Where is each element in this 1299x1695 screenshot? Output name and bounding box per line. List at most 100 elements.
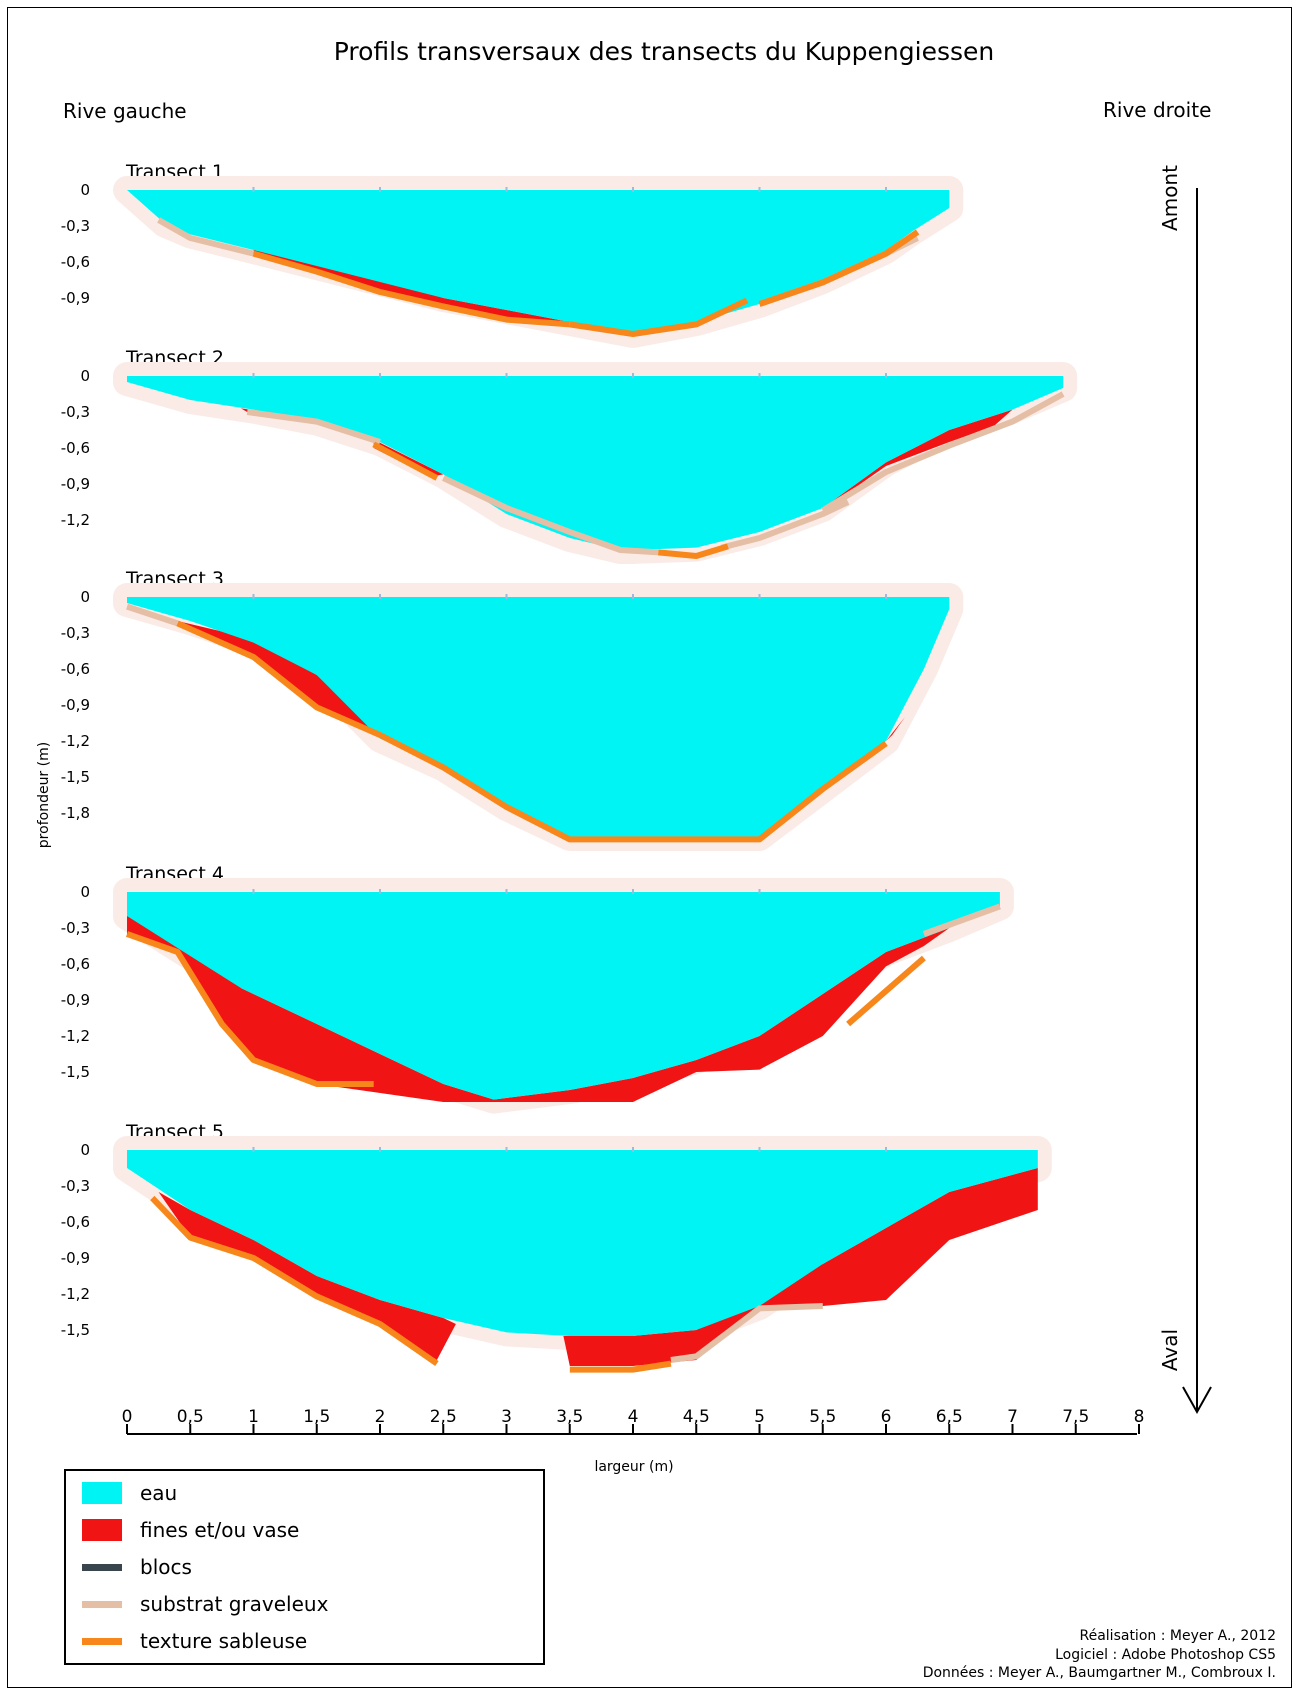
y-tick-label: 0	[80, 588, 90, 606]
legend-label-blocs: blocs	[140, 1555, 192, 1579]
sand-texture-line	[658, 543, 729, 559]
y-tick-label: -0,3	[61, 624, 90, 642]
x-axis: 0 0,5 1 1,5 2 2,5 3 3,5 4 4,5 5 5,5 6 6,5 7 7,5 8 largeu…	[122, 1407, 1145, 1475]
x-tick-label: 3,5	[556, 1407, 583, 1427]
legend-swatch-sand	[82, 1638, 122, 1645]
gravel-substrate-line	[922, 903, 1001, 937]
x-axis-ticks: 0 0,5 1 1,5 2 2,5 3 3,5 4 4,5 5 5,5 6 6,5 7 7,5 8	[122, 1407, 1145, 1434]
gravel-substrate-line	[126, 603, 179, 627]
sand-texture-line	[125, 931, 374, 1087]
y-axis-label: profondeur (m)	[36, 742, 52, 848]
legend-label-gravel: substrat graveleux	[140, 1592, 329, 1616]
y-tick-label: -1,2	[61, 1027, 90, 1045]
y-tick-label: -0,6	[61, 955, 90, 973]
x-axis-label: largeur (m)	[594, 1459, 673, 1475]
x-tick-label: 6	[881, 1407, 892, 1427]
transect-3: Transect 30-0,3-0,6-0,9-1,2-1,5-1,8	[61, 568, 964, 851]
legend-swatch-eau	[82, 1482, 122, 1504]
x-tick-label: 1,5	[303, 1407, 330, 1427]
sand-texture-line	[372, 441, 439, 481]
credit-software: Logiciel : Adobe Photoshop CS5	[1055, 1647, 1276, 1663]
x-tick-label: 5,5	[809, 1407, 836, 1427]
transect-2: Transect 20-0,3-0,6-0,9-1,2	[61, 347, 1078, 564]
fines-deposit	[563, 1168, 1038, 1366]
legend-box	[64, 1469, 545, 1665]
y-tick-label: -1,5	[61, 1063, 90, 1081]
y-tick-label: 0	[80, 883, 90, 901]
legend-label-sand: texture sableuse	[140, 1629, 307, 1653]
y-tick-label: -1,5	[61, 1321, 90, 1339]
y-tick-label: -0,3	[61, 403, 90, 421]
x-tick-label: 0,5	[177, 1407, 204, 1427]
y-tick-label: 0	[80, 367, 90, 385]
water-area	[127, 190, 950, 334]
y-tick-label: -0,9	[61, 289, 90, 307]
transect-5: Transect 50-0,3-0,6-0,9-1,2-1,5	[61, 1121, 1052, 1373]
sand-texture-line	[569, 297, 749, 337]
x-tick-label: 0	[122, 1407, 133, 1427]
sand-texture-line	[176, 620, 888, 843]
gravel-substrate-line	[246, 409, 381, 445]
x-tick-label: 7	[1007, 1407, 1018, 1427]
sand-texture-line	[569, 1360, 672, 1373]
legend-swatch-fines	[82, 1519, 122, 1541]
gravel-substrate-line	[670, 1303, 823, 1363]
x-tick-label: 2,5	[430, 1407, 457, 1427]
legend: eau fines et/ou vase blocs substrat gravele…	[64, 1469, 545, 1665]
right-bank-label: Rive droite	[1103, 98, 1211, 122]
legend-label-fines: fines et/ou vase	[140, 1518, 299, 1542]
credit-author: Réalisation : Meyer A., 2012	[1080, 1628, 1277, 1644]
y-tick-label: -0,9	[61, 696, 90, 714]
gravel-substrate-line	[157, 217, 255, 257]
y-tick-label: -0,9	[61, 991, 90, 1009]
y-tick-label: 0	[80, 1141, 90, 1159]
map-frame	[7, 7, 1292, 1688]
x-tick-label: 7,5	[1062, 1407, 1089, 1427]
flow-arrow-head	[1182, 1386, 1212, 1415]
y-tick-label: -0,3	[61, 1177, 90, 1195]
y-tick-label: -0,9	[61, 1249, 90, 1267]
fines-deposit	[886, 717, 905, 741]
y-tick-label: -0,3	[61, 217, 90, 235]
gravel-substrate-line	[821, 391, 1065, 513]
water-area	[127, 1150, 1038, 1336]
y-tick-label: -1,2	[61, 511, 90, 529]
water-area	[127, 376, 1064, 550]
chart-title: Profils transversaux des transects du Ku…	[334, 37, 994, 66]
gravel-substrate-line	[442, 475, 659, 556]
credit-data: Données : Meyer A., Baumgartner M., Comb…	[923, 1665, 1276, 1681]
water-area	[127, 597, 950, 837]
upstream-label: Amont	[1158, 165, 1182, 231]
y-tick-label: -0,6	[61, 660, 90, 678]
left-bank-label: Rive gauche	[63, 99, 187, 123]
transect-4: Transect 40-0,3-0,6-0,9-1,2-1,5	[61, 863, 1014, 1114]
transect-1: Transect 10-0,3-0,6-0,9	[61, 161, 964, 348]
x-tick-label: 4	[628, 1407, 639, 1427]
y-tick-label: -1,2	[61, 732, 90, 750]
fines-deposit	[127, 916, 950, 1102]
legend-label-eau: eau	[140, 1481, 177, 1505]
y-tick-label: -1,8	[61, 804, 90, 822]
downstream-label: Aval	[1158, 1329, 1182, 1371]
fines-deposit	[373, 439, 444, 477]
fines-deposit	[822, 409, 1013, 511]
x-tick-label: 2	[375, 1407, 386, 1427]
fines-deposit	[158, 1192, 456, 1360]
legend-swatch-blocs	[82, 1564, 122, 1571]
x-tick-label: 4,5	[683, 1407, 710, 1427]
sand-texture-line	[758, 229, 920, 307]
y-tick-label: -0,9	[61, 475, 90, 493]
sand-texture-line	[846, 955, 926, 1027]
y-tick-label: -1,2	[61, 1285, 90, 1303]
credits: Réalisation : Meyer A., 2012 Logiciel : …	[923, 1628, 1276, 1681]
water-area	[127, 892, 1000, 1100]
legend-items: eau fines et/ou vase blocs substrat gravele…	[82, 1481, 329, 1653]
flow-arrow: Amont Aval	[1158, 165, 1212, 1415]
y-tick-label: -0,6	[61, 439, 90, 457]
x-tick-label: 8	[1134, 1407, 1145, 1427]
x-tick-label: 6,5	[936, 1407, 963, 1427]
fines-deposit	[177, 621, 380, 735]
legend-swatch-gravel	[82, 1601, 122, 1608]
y-tick-label: -0,3	[61, 919, 90, 937]
